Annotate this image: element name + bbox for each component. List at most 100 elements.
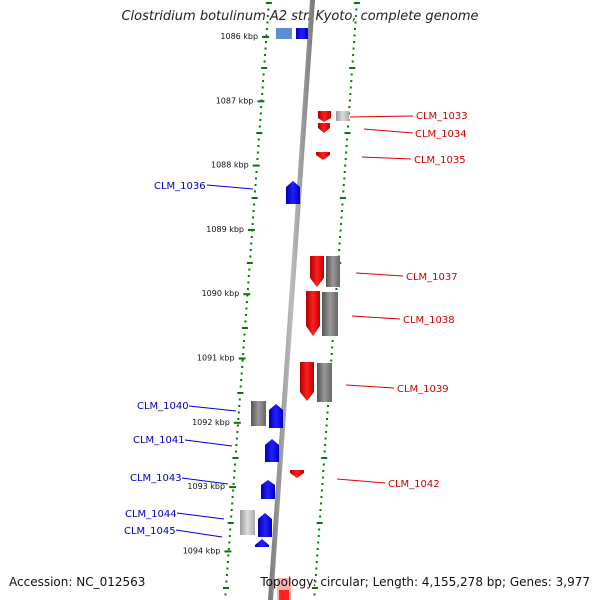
tick-mark — [352, 47, 355, 50]
kbp-tick — [257, 100, 265, 103]
tick-mark — [230, 515, 233, 518]
kbp-tick — [224, 550, 232, 553]
tick-mark — [247, 281, 250, 284]
tick-mark — [354, 28, 356, 30]
tick-mark — [236, 424, 239, 427]
tick-mark — [234, 463, 236, 466]
tick-mark — [262, 80, 265, 82]
tick-mark — [263, 60, 266, 63]
gene-arrow-clm-1044 — [258, 513, 272, 537]
tick-mark — [331, 346, 334, 349]
rna-block-1039 — [317, 363, 332, 402]
tick-mark — [353, 2, 360, 4]
tick-mark — [227, 548, 230, 550]
tick-mark — [348, 99, 351, 102]
gene-label-clm-1035: CLM_1035 — [414, 155, 466, 166]
gene-arrow-clm-1034 — [318, 123, 330, 133]
tick-mark — [245, 307, 248, 310]
gene-label-clm-1037: CLM_1037 — [406, 272, 458, 283]
rna-block-1044 — [240, 510, 255, 535]
kbp-tick — [233, 421, 241, 424]
tick-mark — [252, 216, 255, 219]
gene-arrow-clm-1038 — [306, 291, 320, 336]
tick-mark — [235, 444, 238, 446]
tick-mark — [338, 242, 341, 245]
tick-mark — [225, 574, 228, 576]
tick-mark — [254, 190, 256, 193]
tick-mark — [317, 535, 320, 537]
tick-mark — [237, 392, 244, 394]
kbp-tick — [262, 36, 270, 38]
tick-mark — [316, 548, 319, 550]
tick-mark — [314, 580, 317, 583]
kbp-label: 1091 kbp — [197, 354, 235, 363]
tick-mark — [343, 171, 346, 173]
tick-mark — [344, 132, 351, 134]
tick-mark — [249, 249, 252, 251]
tick-mark — [335, 288, 338, 290]
tick-mark — [224, 593, 227, 596]
tick-mark — [261, 93, 264, 95]
tick-mark — [315, 561, 318, 563]
kbp-tick — [238, 357, 246, 360]
tick-mark — [243, 340, 246, 342]
gene-arrow-clm-1040 — [269, 404, 283, 428]
tick-mark — [264, 54, 266, 56]
tick-mark — [339, 229, 342, 232]
tick-mark — [322, 463, 325, 466]
tick-mark — [250, 242, 253, 245]
tick-mark — [350, 80, 353, 82]
tick-mark — [345, 145, 348, 147]
tick-mark — [242, 346, 245, 349]
tick-mark — [320, 496, 323, 498]
tick-mark — [231, 502, 234, 505]
tick-mark — [265, 41, 267, 43]
gene-arrow-clm-1041 — [265, 439, 279, 462]
tick-mark — [354, 21, 357, 24]
tick-mark — [265, 2, 272, 4]
tick-mark — [226, 567, 229, 570]
tick-mark — [338, 249, 341, 251]
gene-block-top-right — [296, 28, 308, 39]
tick-mark — [318, 528, 321, 531]
tick-mark — [264, 47, 267, 50]
tick-mark — [223, 587, 229, 589]
tick-mark — [349, 67, 356, 69]
tick-mark — [254, 184, 257, 186]
tick-mark — [235, 450, 237, 453]
kbp-label: 1092 kbp — [192, 418, 230, 427]
tick-mark — [258, 125, 261, 128]
tick-mark — [239, 385, 242, 388]
kbp-label: 1094 kbp — [183, 546, 221, 555]
tick-mark — [321, 483, 324, 485]
genome-summary-text: Topology: circular; Length: 4,155,278 bp… — [260, 575, 590, 589]
tick-mark — [265, 34, 268, 37]
tick-mark — [251, 223, 254, 225]
tick-mark — [353, 34, 356, 37]
tick-mark — [260, 106, 263, 108]
tick-mark — [240, 372, 243, 375]
genome-backbone — [268, 0, 315, 600]
tick-mark — [340, 216, 343, 219]
tick-mark — [339, 197, 346, 199]
gene-label-clm-1038: CLM_1038 — [403, 315, 455, 326]
tick-mark — [350, 73, 353, 76]
tick-mark — [326, 418, 328, 420]
gene-label-clm-1042: CLM_1042 — [388, 479, 440, 490]
kbp-tick — [248, 228, 255, 231]
tick-mark — [262, 73, 265, 76]
tick-mark — [314, 574, 317, 576]
gene-label-clm-1039: CLM_1039 — [397, 384, 449, 395]
gene-arrow-clm-1045 — [255, 539, 269, 547]
tick-mark — [237, 418, 240, 420]
tick-mark — [341, 203, 344, 206]
gene-label-clm-1044: CLM_1044 — [125, 509, 177, 520]
tick-mark — [255, 171, 258, 173]
leader-lines — [175, 115, 414, 538]
tick-mark — [253, 203, 256, 206]
gene-label-clm-1041: CLM_1041 — [133, 435, 185, 446]
tick-mark — [331, 340, 334, 342]
tick-mark — [245, 314, 247, 316]
tick-mark — [330, 359, 333, 362]
gene-label-clm-1043: CLM_1043 — [130, 473, 182, 484]
